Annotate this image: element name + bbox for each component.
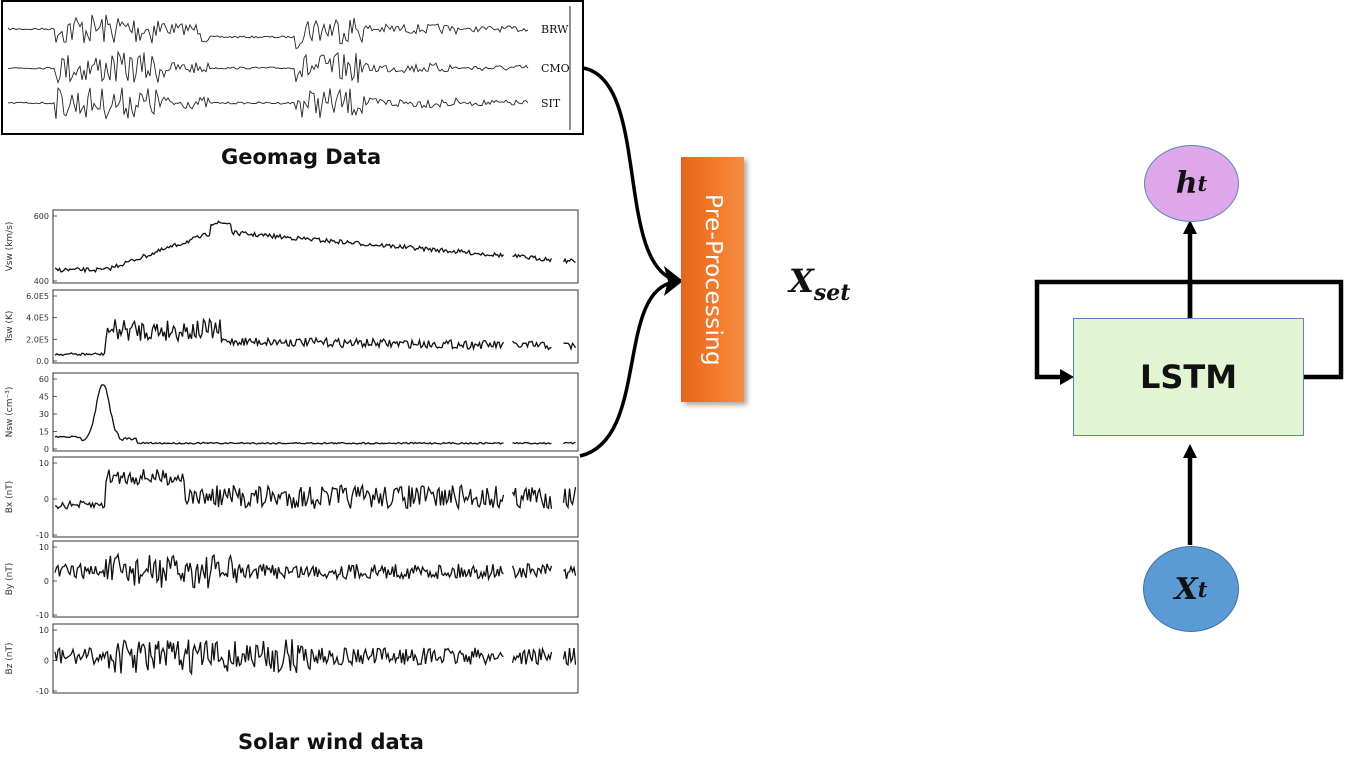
geomag-trace-label: CMO (541, 62, 570, 75)
solar-panel-tick: 4.0E5 (26, 314, 49, 323)
output-arrowhead-icon (1183, 220, 1197, 234)
solar-panel-tick: 0 (44, 657, 49, 666)
loop-arrowhead-icon (1060, 369, 1074, 385)
solar-panel-tick: 30 (39, 410, 49, 419)
geomag-trace-sit (7, 87, 529, 120)
solar-panel-ylabel: Bx (nT) (5, 481, 15, 514)
geomag-trace-label: SIT (541, 97, 561, 110)
solar-panel-tick: -10 (36, 611, 49, 620)
solar-panel-tick: 0 (44, 445, 49, 454)
geomag-trace-label: BRW (541, 23, 569, 36)
solar-panel-series (54, 639, 577, 676)
solar-panel-series (54, 552, 577, 589)
geomag-caption: Geomag Data (221, 145, 382, 169)
solar-panel-tick: -10 (36, 687, 49, 696)
solar-panel-series (54, 469, 577, 511)
solar-panel-tick: 45 (39, 393, 49, 402)
input-arrowhead-icon (1183, 444, 1197, 458)
solar-panel-tick: 0 (44, 495, 49, 504)
solar-panel-tick: 10 (39, 626, 49, 635)
solar-panel-ylabel: Bz (nT) (5, 643, 15, 675)
arrowhead-icon (664, 266, 683, 296)
solar-panel-ylabel: Tsw (K) (5, 311, 15, 344)
recurrent-out-line (1190, 279, 1344, 380)
solar-panel: Bz (nT) 10 0 -10 (5, 623, 579, 696)
solar-panel-series (54, 384, 576, 445)
solar-panel-ylabel: Vsw (km/s) (5, 222, 15, 272)
solar-panel-tick: 6.0E5 (26, 292, 49, 301)
solar-panel-tick: 15 (39, 428, 49, 437)
solar-panel: By (nT) 10 0 -10 (5, 540, 579, 620)
solar-panel-tick: 400 (34, 277, 49, 286)
solar-panel-ylabel: By (nT) (5, 563, 15, 596)
solar-panel-frame (52, 456, 579, 538)
lstm-cell: LSTM (1073, 318, 1304, 436)
geomag-to-preprocessing-arrow (582, 66, 676, 282)
solar-panel-frame (52, 372, 579, 452)
solar-panel-tick: 10 (39, 543, 49, 552)
solar-panel-tick: 0.0 (36, 357, 49, 366)
solar-panel-tick: 600 (34, 212, 49, 221)
solar-panel: Vsw (km/s) 600 400 (5, 209, 579, 286)
solar-panel-series (54, 220, 576, 274)
solar-panel: Tsw (K) 6.0E5 4.0E5 2.0E5 0.0 (5, 289, 579, 366)
solar-panel: Bx (nT) 10 0 -10 (5, 456, 579, 540)
solar-panel-tick: -10 (36, 531, 49, 540)
xset-label: Xset (789, 262, 851, 306)
solar-panel-tick: 0 (44, 577, 49, 586)
solar-panel-tick: 10 (39, 459, 49, 468)
solar-panel: Nsw (cm⁻³) 60 45 30 15 0 (5, 372, 579, 454)
solar-panel-series (54, 317, 577, 357)
solar-to-preprocessing-arrow (579, 280, 676, 458)
solar-panel-frame (52, 289, 579, 364)
solar-panel-tick: 60 (39, 375, 49, 384)
geomag-trace-cmo (7, 50, 529, 85)
solar-panel-tick: 2.0E5 (26, 335, 49, 344)
solar-panel-frame (52, 540, 579, 618)
solar-wind-caption: Solar wind data (238, 730, 424, 754)
preprocessing-label: Pre-Processing (699, 193, 726, 366)
preprocessing-box: Pre-Processing (681, 157, 744, 402)
solar-panel-frame (52, 209, 579, 284)
solar-panel-ylabel: Nsw (cm⁻³) (5, 387, 15, 438)
geomag-trace-brw (7, 14, 529, 50)
